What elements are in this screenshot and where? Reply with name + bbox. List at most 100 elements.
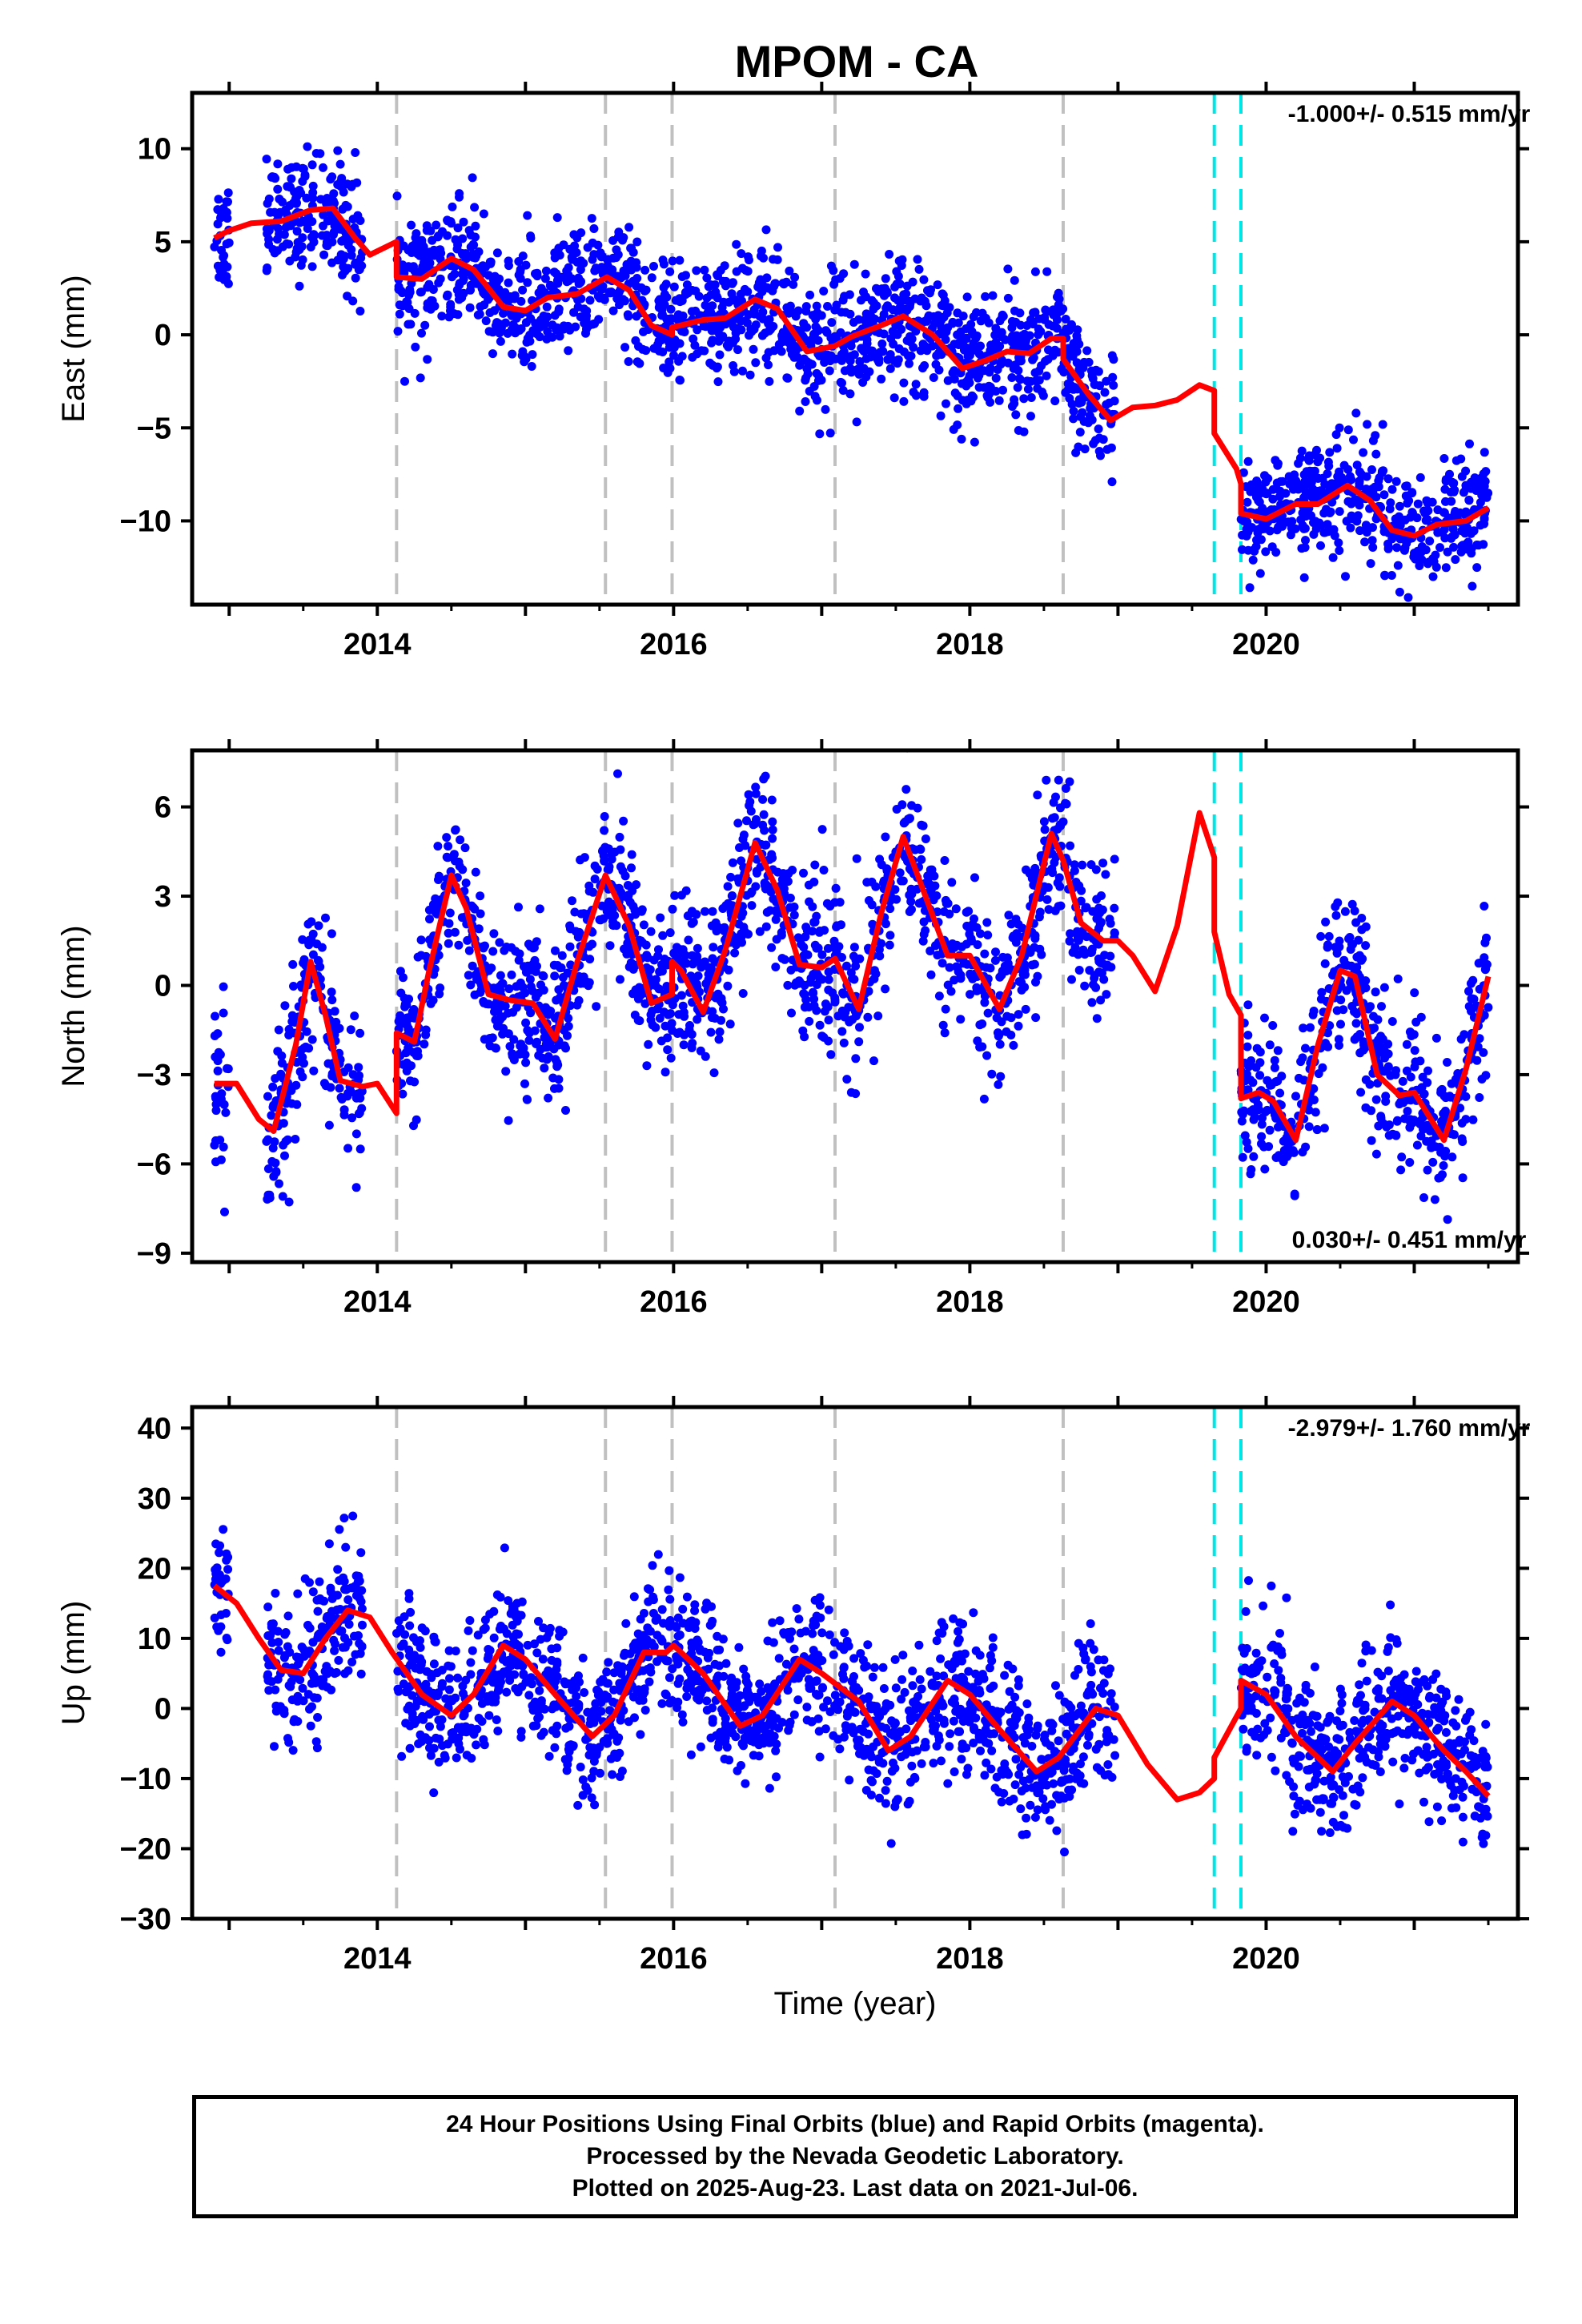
data-points (210, 1511, 1492, 1857)
data-point (627, 850, 636, 859)
data-point (1325, 1021, 1335, 1031)
data-point (929, 312, 938, 321)
data-point (1419, 1193, 1428, 1202)
data-point (1036, 327, 1046, 336)
data-point (442, 833, 452, 842)
data-point (1328, 553, 1338, 562)
data-point (313, 1713, 323, 1722)
data-point (1050, 858, 1059, 867)
data-point (1387, 1017, 1397, 1026)
data-point (1094, 906, 1104, 915)
data-point (549, 286, 559, 295)
data-point (1387, 571, 1396, 580)
data-point (615, 832, 624, 842)
data-point (657, 967, 667, 976)
data-point (327, 987, 336, 997)
data-point (588, 887, 598, 897)
data-point (795, 406, 805, 416)
data-point (1040, 825, 1050, 834)
data-point (1336, 995, 1346, 1005)
data-point (331, 1017, 341, 1027)
data-point (948, 368, 958, 378)
data-point (1083, 1740, 1092, 1750)
data-point (1094, 424, 1103, 434)
data-point (890, 1655, 900, 1664)
data-point (400, 1002, 410, 1011)
data-point (416, 287, 425, 297)
data-point (1441, 563, 1451, 573)
data-point (901, 785, 911, 794)
data-point (323, 241, 332, 251)
data-point (504, 261, 513, 271)
data-point (434, 278, 444, 287)
data-point (576, 228, 586, 238)
data-point (956, 327, 966, 336)
data-point (495, 938, 504, 947)
data-point (479, 209, 488, 219)
data-point (724, 965, 733, 975)
data-point (488, 947, 498, 956)
data-point (1419, 1124, 1427, 1134)
data-point (918, 364, 927, 373)
data-point (219, 1142, 228, 1152)
data-point (861, 269, 870, 279)
data-point (600, 826, 609, 835)
data-point (761, 922, 771, 931)
data-point (1449, 487, 1459, 497)
data-point (994, 396, 1004, 405)
data-point (521, 1058, 531, 1068)
data-point (1379, 983, 1389, 992)
data-point (693, 1015, 702, 1024)
data-point (689, 976, 698, 986)
data-point (216, 1095, 226, 1104)
data-point (1030, 267, 1040, 276)
data-point (869, 1056, 878, 1066)
data-point (505, 1042, 515, 1051)
data-point (1291, 1092, 1300, 1101)
data-point (1066, 841, 1075, 850)
data-point (540, 274, 550, 283)
data-point (706, 964, 716, 973)
data-point (446, 300, 456, 309)
data-point (1391, 476, 1401, 486)
data-point (263, 1675, 273, 1685)
data-point (1355, 1030, 1365, 1039)
y-tick-label: −10 (120, 505, 171, 538)
data-point (1457, 541, 1467, 551)
data-point (1000, 961, 1010, 971)
data-point (1013, 383, 1022, 392)
data-point (913, 255, 922, 264)
data-point (805, 1016, 814, 1026)
data-point (726, 872, 736, 882)
data-point (416, 240, 426, 250)
data-point (1423, 1066, 1432, 1076)
data-point (851, 1054, 861, 1063)
data-point (995, 1039, 1005, 1049)
data-point (1254, 496, 1263, 505)
data-point (838, 386, 848, 395)
data-point (754, 278, 764, 287)
data-point (347, 1657, 357, 1667)
data-point (1475, 1034, 1484, 1043)
data-point (1477, 1075, 1487, 1084)
data-point (1480, 938, 1490, 947)
data-point (322, 1614, 331, 1623)
panel-frame (190, 90, 1520, 607)
data-point (639, 920, 648, 930)
data-point (708, 907, 717, 916)
data-point (355, 1144, 365, 1154)
data-point (287, 174, 296, 183)
data-point (762, 283, 772, 292)
data-point (991, 373, 1001, 383)
data-point (855, 1023, 864, 1032)
data-point (460, 843, 470, 853)
data-point (1441, 476, 1451, 486)
data-point (1304, 456, 1314, 465)
data-point (216, 1155, 226, 1164)
data-point (702, 293, 712, 303)
data-point (1451, 507, 1460, 516)
data-point (215, 1541, 225, 1550)
data-point (768, 834, 777, 843)
data-point (785, 893, 795, 903)
